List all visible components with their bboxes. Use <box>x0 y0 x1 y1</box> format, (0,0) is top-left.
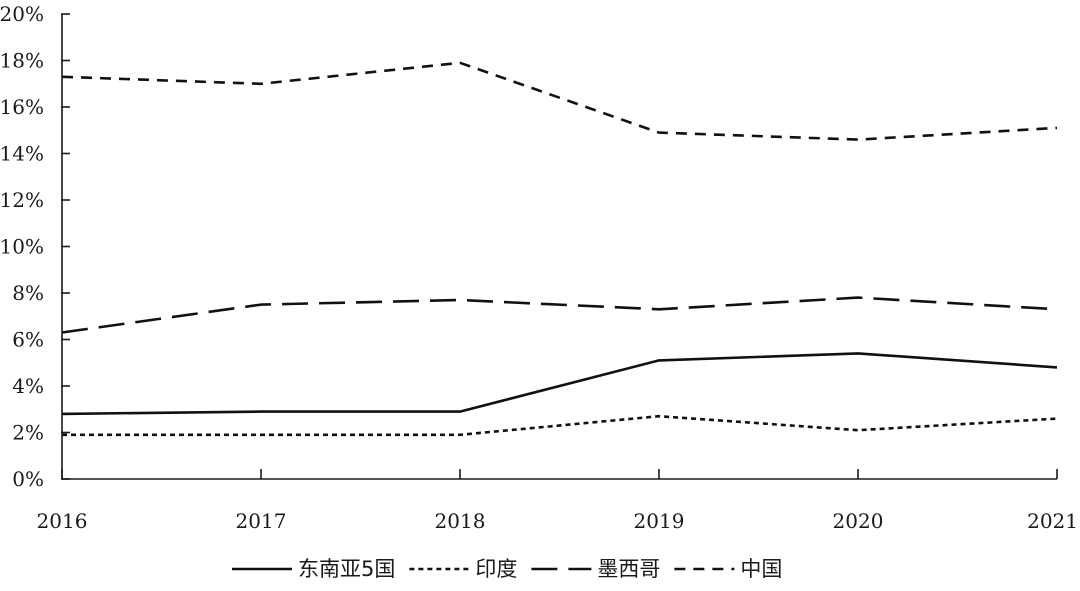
y-tick-label: 20% <box>0 2 44 26</box>
y-tick-label: 6% <box>12 328 44 352</box>
y-tick-label: 0% <box>12 467 44 491</box>
y-tick-label: 2% <box>12 421 44 445</box>
x-tick-label: 2016 <box>37 509 88 533</box>
axes: 0% 2% 4% 6% 8% 10% 12% 14% 16% 18% 20% 2016 2017 2018… <box>0 2 1078 533</box>
series-line-2 <box>61 296 1058 334</box>
y-tick-label: 16% <box>0 95 44 119</box>
legend-label-1: 印度 <box>475 557 517 581</box>
series-line-0 <box>61 352 1058 416</box>
y-tick-label: 10% <box>0 235 44 259</box>
legend-label-3: 中国 <box>740 557 782 581</box>
series-line-3 <box>61 61 1058 141</box>
legend-label-2: 墨西哥 <box>597 557 660 581</box>
x-tick-label: 2018 <box>435 509 486 533</box>
legend-label-0: 东南亚5国 <box>298 557 395 581</box>
y-tick-label: 4% <box>12 374 44 398</box>
x-tick-label: 2021 <box>1027 509 1078 533</box>
y-tick-label: 18% <box>0 49 44 73</box>
y-tick-label: 8% <box>12 281 44 305</box>
legend: 东南亚5国 印度 墨西哥 中国 <box>232 557 782 581</box>
x-tick-label: 2019 <box>634 509 685 533</box>
y-tick-label: 12% <box>0 188 44 212</box>
series-line-1 <box>62 414 1058 437</box>
series-lines <box>61 61 1058 437</box>
x-tick-label: 2017 <box>236 509 287 533</box>
y-tick-label: 14% <box>0 142 44 166</box>
x-tick-label: 2020 <box>833 509 884 533</box>
